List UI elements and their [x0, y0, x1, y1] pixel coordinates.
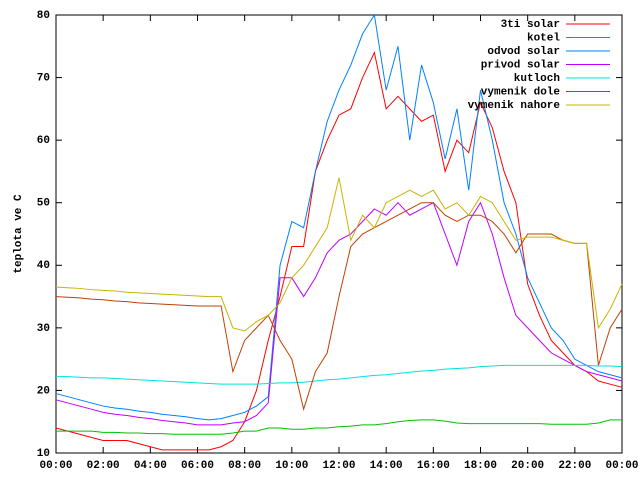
y-tick-label: 20: [37, 385, 50, 397]
series-line: [56, 364, 623, 385]
legend-label: 3ti solar: [501, 19, 560, 31]
legend-label: kutloch: [514, 73, 560, 85]
x-tick-label: 10:00: [275, 460, 308, 472]
y-tick-label: 30: [37, 323, 50, 335]
x-tick-label: 02:00: [87, 460, 120, 472]
y-tick-label: 50: [37, 198, 50, 210]
series-line: [55, 202, 623, 412]
y-tick-label: 40: [37, 260, 50, 272]
x-tick-label: 20:00: [511, 460, 544, 472]
series-line: [56, 419, 622, 435]
y-tick-label: 60: [37, 135, 50, 147]
legend-label: vymenik nahore: [468, 100, 561, 112]
x-tick-label: 16:00: [417, 460, 450, 472]
x-tick-label: 00:00: [605, 460, 638, 472]
legend-label: odvod solar: [487, 46, 560, 58]
plot-frame: [55, 14, 623, 454]
y-tick-label: 70: [37, 72, 50, 84]
series-line: [55, 201, 623, 426]
series-line: [55, 177, 623, 332]
x-tick-label: 04:00: [134, 460, 167, 472]
x-tick-label: 12:00: [322, 460, 355, 472]
x-tick-label: 22:00: [558, 460, 591, 472]
y-axis-label: teplota ve C: [13, 194, 25, 274]
legend-label: privod solar: [481, 59, 560, 71]
x-tick-label: 06:00: [181, 460, 214, 472]
x-tick-label: 00:00: [39, 460, 72, 472]
x-tick-label: 08:00: [228, 460, 261, 472]
series-line: [55, 13, 623, 421]
legend-label: vymenik dole: [481, 86, 561, 98]
y-tick-label: 10: [37, 448, 50, 460]
legend-label: kotel: [527, 32, 560, 44]
x-tick-label: 14:00: [370, 460, 403, 472]
y-tick-label: 80: [37, 10, 50, 22]
series-line: [55, 50, 623, 451]
x-tick-label: 18:00: [464, 460, 497, 472]
